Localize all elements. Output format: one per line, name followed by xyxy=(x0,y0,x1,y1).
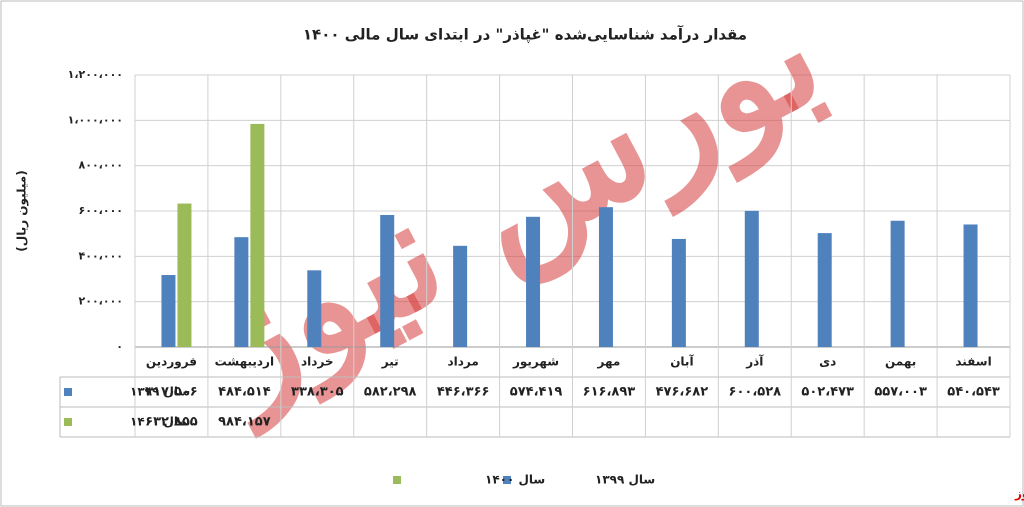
data-label: ۴۸۴،۵۱۴ xyxy=(218,385,271,400)
bar xyxy=(453,245,468,347)
y-axis-label: (میلیون ریال) xyxy=(15,170,30,251)
data-label: ۵۸۲،۲۹۸ xyxy=(364,385,417,400)
bar xyxy=(307,270,322,347)
legend-swatch xyxy=(503,476,511,484)
x-tick-label: آذر xyxy=(745,354,764,369)
legend-label: سال ۱۳۹۹ xyxy=(595,473,655,487)
chart-title: مقدار درآمد شناسایی‌شده "غپاذر" در ابتدا… xyxy=(303,26,747,45)
data-label: ۵۵۷،۰۰۳ xyxy=(874,385,927,400)
y-tick-label: ۲۰۰،۰۰۰ xyxy=(79,295,123,308)
bar xyxy=(744,210,759,347)
y-tick-label: ۰ xyxy=(116,340,123,353)
x-tick-label: آبان xyxy=(670,354,694,369)
data-label: ۵۷۴،۴۱۹ xyxy=(510,385,563,400)
x-tick-label: اردیبهشت xyxy=(215,355,274,369)
x-tick-label: خرداد xyxy=(301,355,334,369)
x-tick-label: مهر xyxy=(597,355,621,369)
legend-swatch xyxy=(64,418,72,426)
bar xyxy=(817,233,832,347)
data-label: ۳۱۷،۵۰۶ xyxy=(145,385,198,400)
bar xyxy=(177,203,192,347)
bar xyxy=(161,275,176,347)
source: بورس نیوز xyxy=(1014,487,1024,502)
data-label: ۶۱۶،۸۹۳ xyxy=(583,385,636,400)
x-tick-label: شهریور xyxy=(512,355,559,370)
y-tick-label: ۴۰۰،۰۰۰ xyxy=(79,249,123,262)
bar xyxy=(963,224,978,347)
bar xyxy=(890,220,905,347)
bar xyxy=(671,238,686,347)
legend-label: سال ۱۳۹۹ xyxy=(130,385,190,399)
data-label: ۵۰۲،۴۷۳ xyxy=(801,385,854,400)
y-tick-label: ۱،۲۰۰،۰۰۰ xyxy=(68,68,123,81)
legend-label: سال ۱۴۰۰ xyxy=(130,415,190,429)
data-label: ۴۴۶،۳۶۶ xyxy=(437,385,490,400)
y-tick-label: ۸۰۰،۰۰۰ xyxy=(79,159,123,172)
data-label: ۴۷۶،۶۸۲ xyxy=(656,385,709,400)
data-label: ۶۰۰،۵۲۸ xyxy=(729,385,782,400)
bar xyxy=(526,216,541,347)
y-tick-label: ۱،۰۰۰،۰۰۰ xyxy=(68,113,123,126)
bar xyxy=(250,123,265,348)
x-tick-label: دی xyxy=(819,355,836,369)
bar xyxy=(234,237,249,347)
x-tick-label: مرداد xyxy=(447,355,478,369)
bar xyxy=(598,207,613,347)
data-label: ۵۴۰،۵۴۳ xyxy=(947,385,1000,400)
x-tick-label: فروردین xyxy=(146,355,197,370)
bar xyxy=(380,215,395,347)
legend-swatch xyxy=(64,388,72,396)
data-label: ۳۳۸،۳۰۵ xyxy=(291,385,344,400)
x-tick-label: بهمن xyxy=(885,355,916,369)
legend-label: سال ۱۴۰۰ xyxy=(485,473,545,487)
legend-swatch xyxy=(393,476,401,484)
data-label: ۹۸۴،۱۵۷ xyxy=(218,415,271,430)
x-tick-label: اسفند xyxy=(955,355,991,369)
x-tick-label: تیر xyxy=(381,355,399,369)
y-tick-label: ۶۰۰،۰۰۰ xyxy=(79,204,123,217)
data-label: ۶۳۲،۸۵۵ xyxy=(145,415,198,430)
